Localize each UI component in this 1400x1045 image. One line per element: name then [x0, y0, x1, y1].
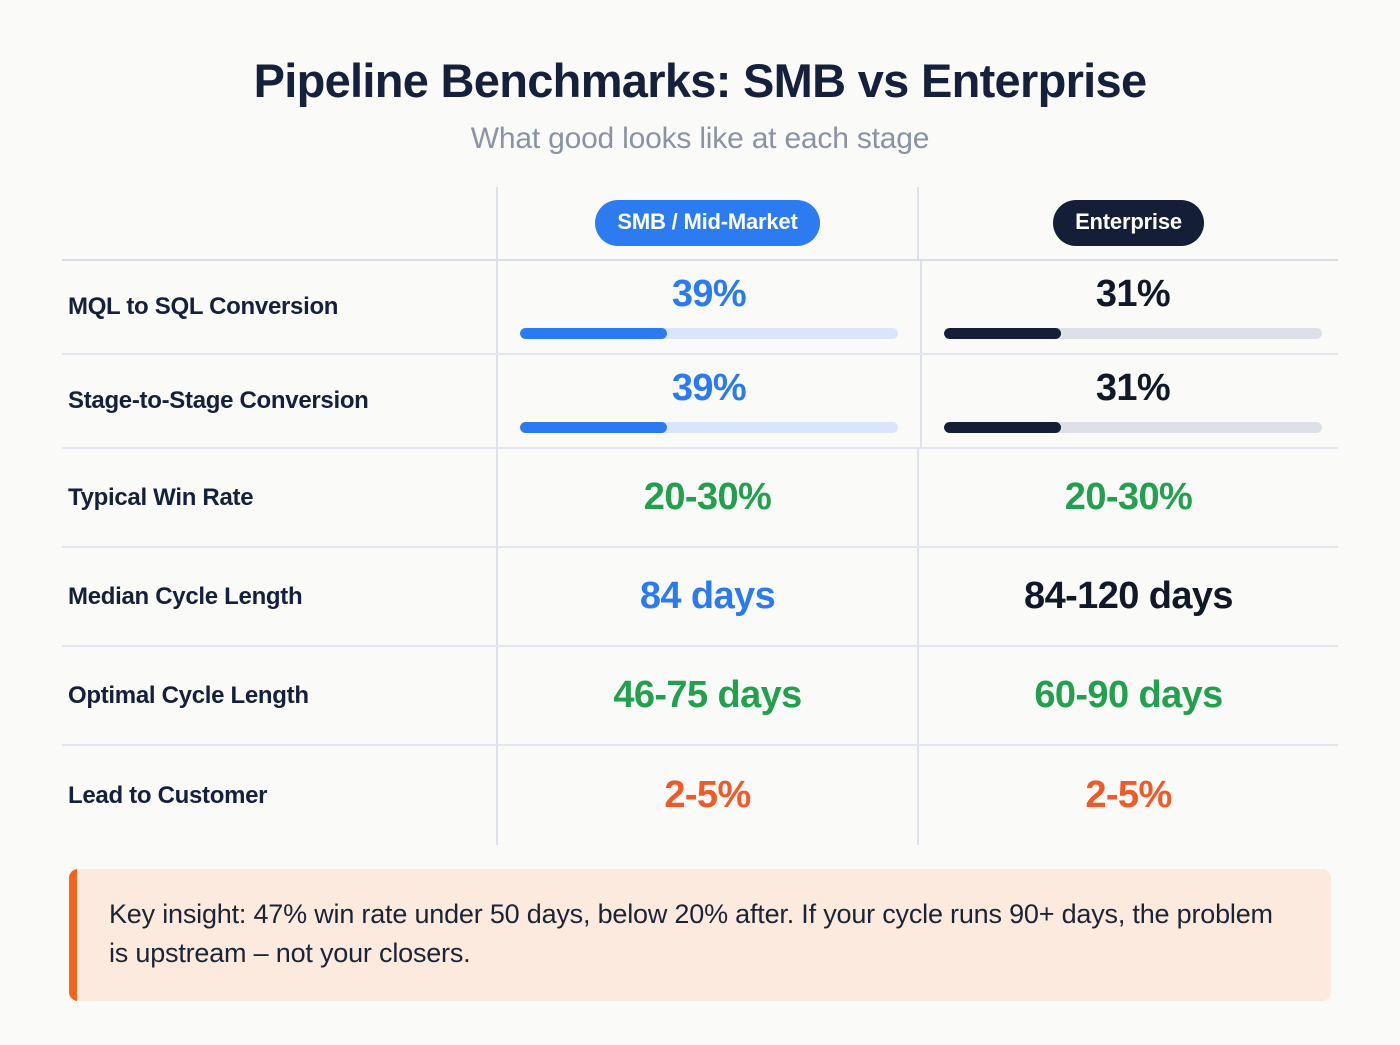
value-text: 2-5%: [1085, 773, 1172, 816]
key-insight-text: Key insight: 47% win rate under 50 days,…: [109, 899, 1273, 969]
row-label: Typical Win Rate: [68, 483, 254, 511]
table-row: Typical Win Rate 20-30% 20-30%: [62, 449, 1338, 549]
row-label: Optimal Cycle Length: [68, 681, 309, 709]
table-row: Optimal Cycle Length 46-75 days 60-90 da…: [62, 647, 1338, 747]
table-row: Stage-to-Stage Conversion 39% 31%: [62, 355, 1338, 450]
row-value-smb: 46-75 days: [496, 647, 917, 745]
row-value-enterprise: 20-30%: [917, 449, 1338, 547]
progress-fill: [520, 421, 668, 433]
row-value-smb: 39%: [496, 355, 920, 448]
progress-fill: [944, 327, 1062, 339]
progress-bar-smb: [520, 327, 898, 339]
page-title: Pipeline Benchmarks: SMB vs Enterprise: [253, 54, 1148, 107]
value-text: 31%: [1095, 367, 1171, 410]
header-cell-smb: SMB / Mid-Market: [496, 187, 917, 260]
row-label: Stage-to-Stage Conversion: [68, 387, 369, 415]
progress-bar-enterprise: [944, 421, 1322, 433]
progress-fill: [944, 421, 1062, 433]
value-text: 84 days: [639, 574, 776, 617]
key-insight-callout: Key insight: 47% win rate under 50 days,…: [69, 869, 1331, 1002]
value-text: 20-30%: [643, 475, 772, 518]
value-text: 31%: [1095, 273, 1171, 316]
smb-column-badge: SMB / Mid-Market: [595, 200, 820, 247]
row-value-enterprise: 2-5%: [917, 746, 1338, 846]
header-cell-metric: [62, 187, 496, 259]
enterprise-column-badge: Enterprise: [1053, 200, 1204, 247]
row-label: MQL to SQL Conversion: [68, 293, 339, 321]
value-text: 39%: [671, 273, 747, 316]
row-value-smb: 84 days: [496, 548, 917, 646]
progress-fill: [520, 327, 668, 339]
row-value-enterprise: 60-90 days: [917, 647, 1338, 745]
progress-bar-smb: [520, 421, 898, 433]
row-value-enterprise: 84-120 days: [917, 548, 1338, 646]
row-value-smb: 2-5%: [496, 746, 917, 846]
row-value-enterprise: 31%: [920, 261, 1344, 354]
value-text: 39%: [671, 367, 747, 410]
row-value-smb: 39%: [496, 261, 920, 354]
value-text: 46-75 days: [613, 673, 802, 716]
progress-bar-enterprise: [944, 327, 1322, 339]
table-row: Median Cycle Length 84 days 84-120 days: [62, 548, 1338, 648]
row-value-enterprise: 31%: [920, 355, 1344, 448]
row-label: Median Cycle Length: [68, 582, 303, 610]
table-header-row: SMB / Mid-Market Enterprise: [62, 187, 1338, 262]
table-row: MQL to SQL Conversion 39% 31%: [62, 261, 1338, 356]
benchmark-table: SMB / Mid-Market Enterprise MQL to SQL C…: [62, 187, 1338, 846]
table-row: Lead to Customer 2-5% 2-5%: [62, 746, 1338, 846]
row-value-smb: 20-30%: [496, 449, 917, 547]
callout-accent-bar: [69, 869, 77, 1002]
header-cell-enterprise: Enterprise: [917, 187, 1338, 260]
header: Pipeline Benchmarks: SMB vs Enterprise W…: [0, 0, 1400, 156]
page-subtitle: What good looks like at each stage: [470, 122, 930, 156]
value-text: 84-120 days: [1024, 574, 1234, 617]
value-text: 2-5%: [664, 773, 751, 816]
value-text: 60-90 days: [1034, 673, 1223, 716]
value-text: 20-30%: [1064, 475, 1193, 518]
row-label: Lead to Customer: [68, 781, 268, 809]
